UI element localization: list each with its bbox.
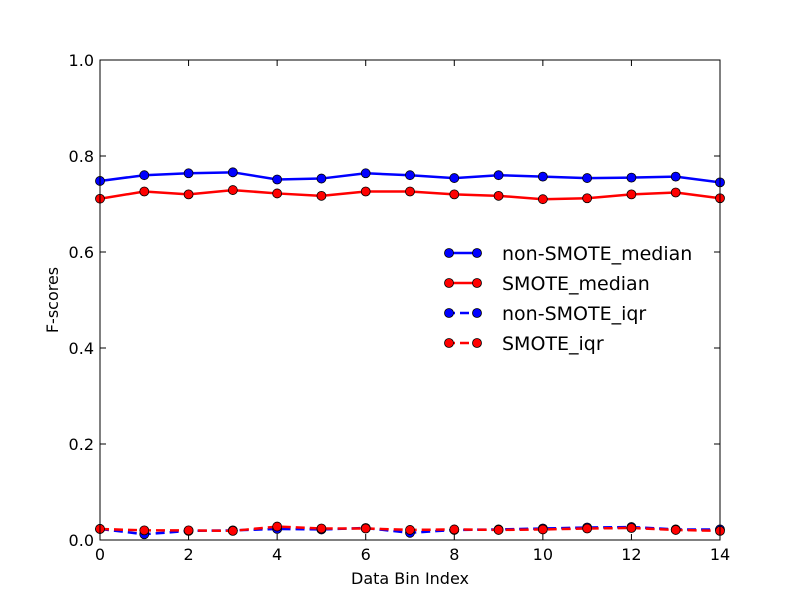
data-point: [227, 525, 238, 536]
legend-entry: non-SMOTE_median: [444, 243, 692, 265]
data-point: [272, 174, 283, 185]
data-point: [449, 189, 460, 200]
legend-marker: [472, 338, 482, 348]
y-tick-label: 1.0: [69, 51, 94, 70]
x-tick-label: 14: [710, 545, 730, 564]
plot-frame: [99, 59, 721, 541]
legend-entry: SMOTE_iqr: [444, 333, 604, 355]
x-tick-label: 6: [361, 545, 371, 564]
data-point: [626, 172, 637, 183]
y-tick-label: 0.2: [69, 435, 94, 454]
y-tick-label: 0.4: [69, 339, 94, 358]
data-point: [449, 173, 460, 183]
data-point: [139, 170, 150, 181]
legend-label: SMOTE_iqr: [502, 333, 604, 355]
x-tick-label: 12: [621, 545, 641, 564]
y-tick-label: 0.8: [69, 147, 94, 166]
data-point: [183, 189, 194, 200]
data-point: [670, 525, 681, 535]
legend-marker: [444, 338, 454, 348]
x-axis-label: Data Bin Index: [351, 569, 469, 588]
data-point: [405, 525, 415, 535]
data-point: [405, 170, 415, 181]
data-point: [360, 168, 371, 179]
legend-marker: [444, 248, 454, 258]
x-tick-label: 8: [449, 545, 459, 564]
legend-label: non-SMOTE_iqr: [502, 303, 646, 325]
data-point: [360, 523, 371, 534]
data-point: [360, 186, 371, 197]
legend-marker: [444, 278, 454, 288]
x-tick-label: 0: [95, 545, 105, 564]
data-point: [626, 523, 637, 533]
data-point: [582, 173, 593, 183]
data-point: [537, 171, 548, 182]
data-point: [227, 185, 238, 195]
y-tick-label: 0.0: [69, 531, 94, 550]
data-point: [582, 523, 593, 534]
legend-entry: non-SMOTE_iqr: [444, 303, 646, 325]
data-point: [670, 171, 681, 182]
data-point: [537, 524, 548, 535]
legend-marker: [472, 248, 482, 258]
legend-label: SMOTE_median: [502, 273, 650, 295]
series-SMOTE_median: [95, 185, 725, 205]
data-point: [227, 167, 238, 178]
y-tick-label: 0.6: [69, 243, 94, 262]
series-non-SMOTE_median: [95, 167, 725, 188]
data-point: [139, 525, 150, 536]
legend: non-SMOTE_median SMOTE_median non-SMOTE_iq…: [444, 243, 692, 355]
x-tick-label: 4: [272, 545, 282, 564]
data-point: [493, 170, 504, 181]
data-point: [316, 523, 327, 534]
data-point: [582, 193, 593, 204]
data-point: [449, 524, 460, 535]
data-point: [183, 525, 194, 536]
data-point: [626, 189, 637, 200]
y-axis-label: F-scores: [43, 267, 62, 333]
data-point: [272, 521, 283, 532]
data-point: [493, 525, 504, 535]
data-point: [183, 168, 194, 179]
legend-marker: [472, 308, 482, 318]
data-point: [670, 187, 681, 198]
x-tick-label: 2: [183, 545, 193, 564]
legend-marker: [472, 278, 482, 288]
data-point: [272, 188, 283, 199]
x-tick-label: 10: [533, 545, 553, 564]
data-point: [139, 186, 150, 197]
series-layer: [95, 167, 725, 540]
legend-marker: [444, 308, 454, 318]
data-point: [493, 190, 504, 201]
data-point: [537, 194, 548, 205]
data-point: [316, 173, 327, 184]
legend-entry: SMOTE_median: [444, 273, 650, 295]
series-SMOTE_iqr: [95, 521, 725, 536]
data-point: [316, 190, 327, 201]
legend-label: non-SMOTE_median: [502, 243, 692, 265]
data-point: [405, 186, 415, 197]
